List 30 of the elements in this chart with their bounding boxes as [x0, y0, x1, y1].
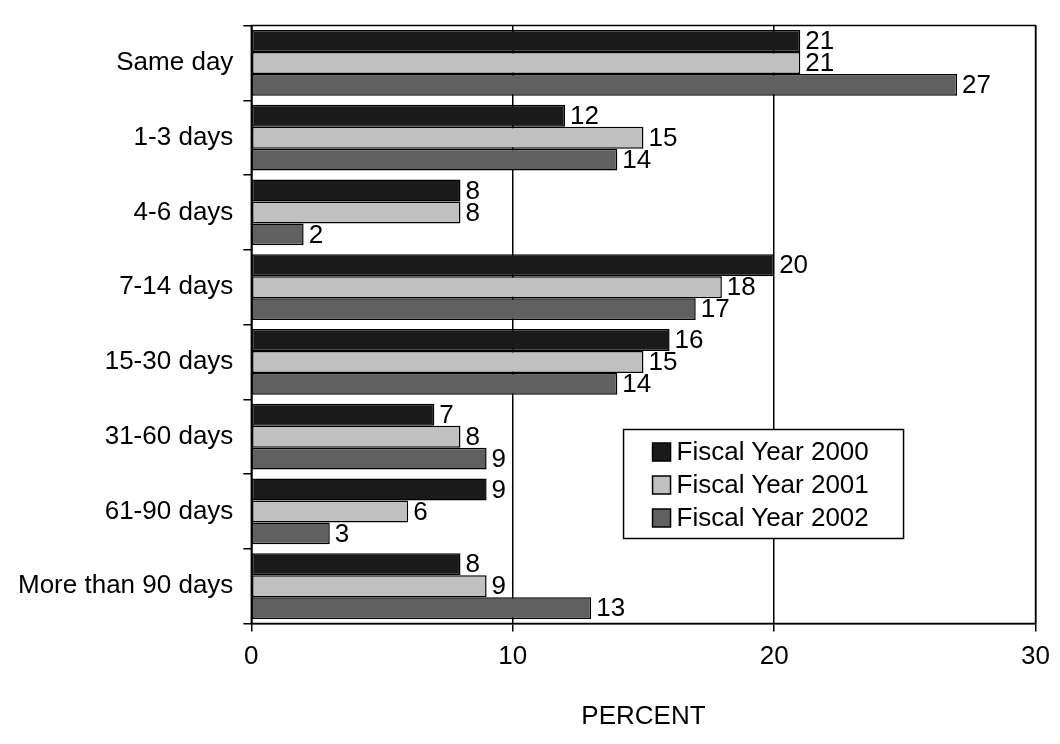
data-label: 6: [413, 495, 428, 526]
data-label: 20: [779, 249, 809, 280]
data-label: 13: [596, 592, 626, 623]
y-tick-label: 61-90 days: [104, 494, 234, 525]
data-label: 15: [648, 121, 678, 152]
x-tick-label: 20: [759, 640, 789, 671]
y-tick-label: 1-3 days: [133, 120, 234, 151]
y-tick-label: Same day: [116, 46, 234, 77]
y-tick-label: 7-14 days: [119, 270, 234, 301]
y-tick-label: 15-30 days: [104, 345, 234, 376]
data-label: 2: [308, 218, 324, 249]
data-label: 3: [334, 517, 350, 548]
x-tick-label: 10: [498, 640, 528, 671]
x-axis-title: PERCENT: [581, 699, 706, 730]
y-tick-label: 31-60 days: [104, 419, 234, 450]
legend-label: Fiscal Year 2000: [676, 436, 869, 467]
data-label: 12: [570, 99, 599, 130]
data-label: 9: [491, 442, 507, 473]
y-tick-label: 4-6 days: [133, 195, 234, 226]
y-tick-label: More than 90 days: [17, 569, 234, 600]
data-label: 8: [465, 420, 480, 451]
legend-label: Fiscal Year 2002: [676, 502, 869, 533]
legend-label: Fiscal Year 2001: [676, 469, 869, 500]
x-tick-label: 30: [1021, 640, 1050, 671]
data-label: 27: [962, 69, 992, 100]
data-label: 7: [439, 398, 454, 429]
data-label: 9: [491, 473, 507, 504]
x-tick-label: 0: [244, 640, 259, 671]
data-label: 8: [465, 548, 480, 579]
data-label: 9: [491, 570, 507, 601]
